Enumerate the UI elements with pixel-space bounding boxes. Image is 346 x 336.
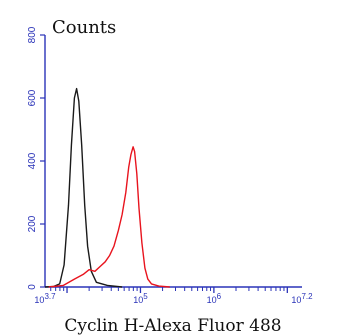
axes bbox=[44, 35, 302, 288]
svg-text:103.7: 103.7 bbox=[34, 292, 56, 305]
series-group bbox=[44, 87, 170, 288]
svg-text:105: 105 bbox=[133, 292, 148, 305]
svg-text:106: 106 bbox=[207, 292, 222, 305]
y-tick-label: 0 bbox=[27, 284, 38, 290]
x-tick-label: 106 bbox=[207, 292, 222, 305]
tick-group: 0 200 400 600 800 103.7 105 106 107.2 bbox=[27, 26, 313, 305]
y-tick-label: 600 bbox=[27, 89, 38, 106]
chart-title: Counts bbox=[52, 17, 116, 38]
y-tick-label: 200 bbox=[27, 215, 38, 232]
series-line-1 bbox=[44, 87, 123, 288]
x-tick-label: 107.2 bbox=[291, 292, 313, 305]
x-tick-label: 105 bbox=[133, 292, 148, 305]
series-line-2 bbox=[48, 146, 170, 288]
x-tick-label: 103.7 bbox=[34, 292, 56, 305]
x-axis-label: Cyclin H-Alexa Fluor 488 bbox=[64, 316, 281, 336]
svg-text:107.2: 107.2 bbox=[291, 292, 313, 305]
y-tick-label: 400 bbox=[27, 152, 38, 169]
y-tick-label: 800 bbox=[27, 26, 38, 43]
